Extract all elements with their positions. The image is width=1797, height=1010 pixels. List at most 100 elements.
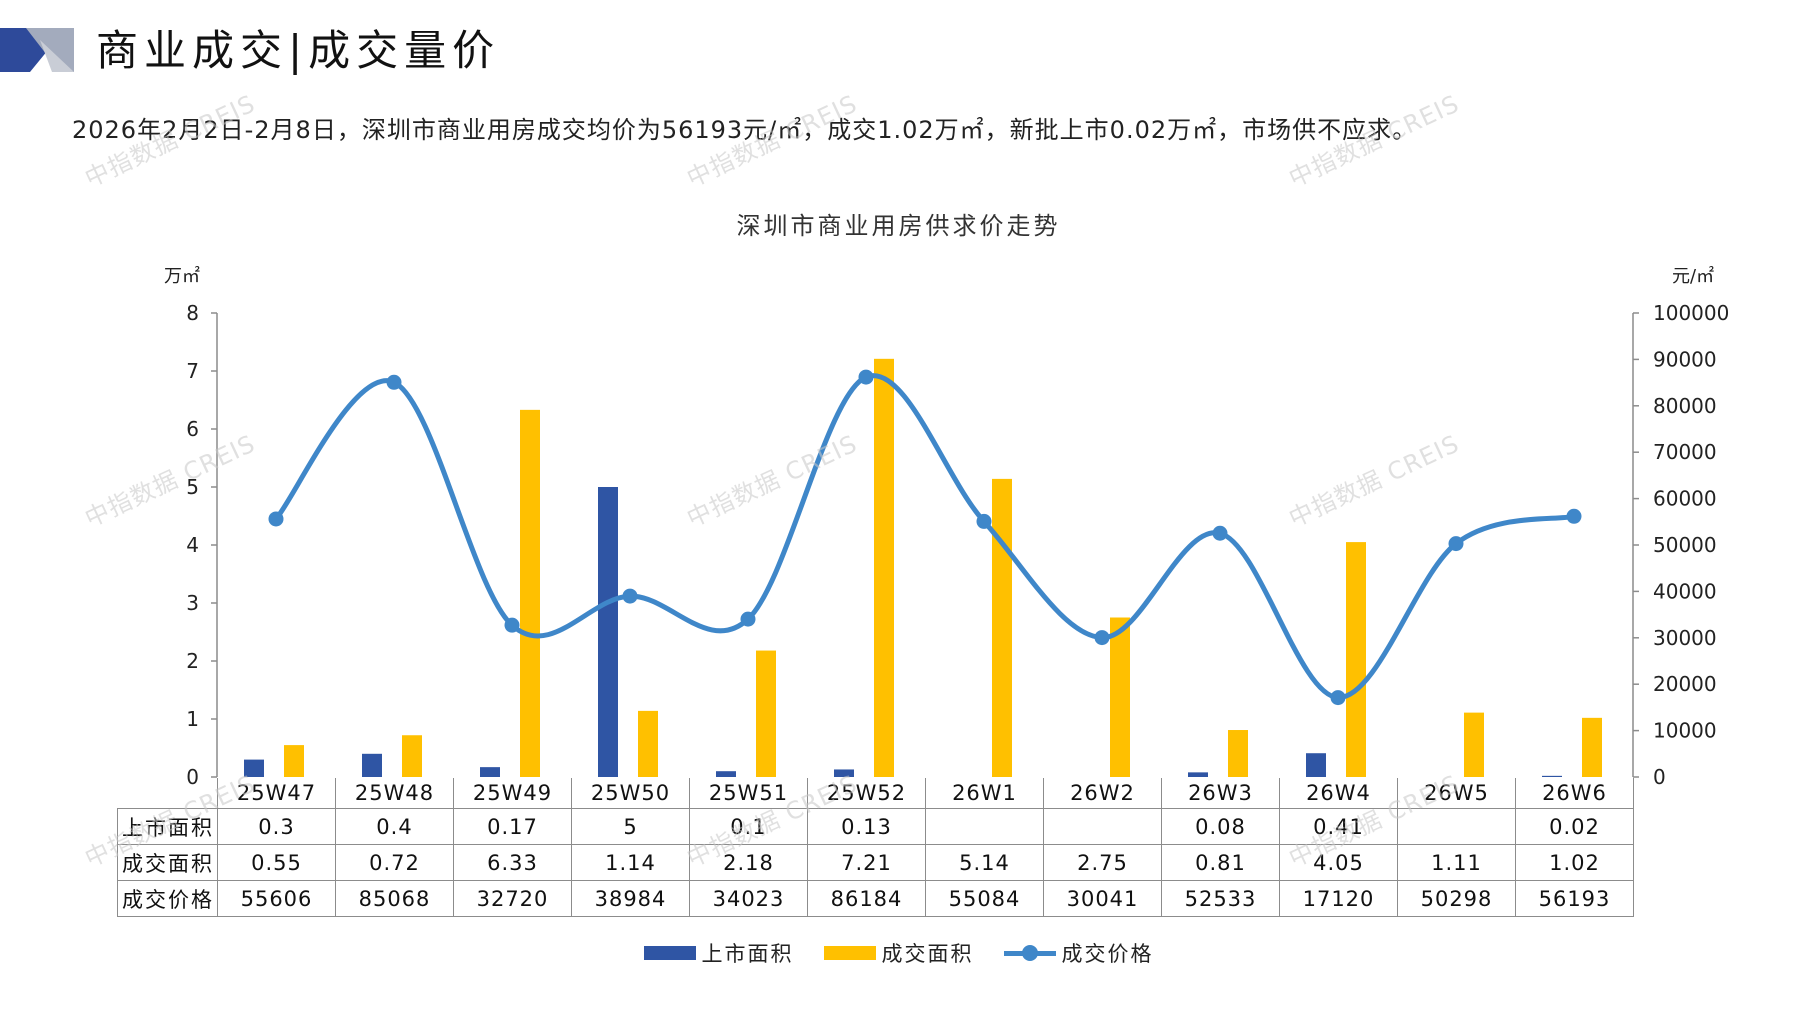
price-point — [740, 611, 756, 627]
table-cell — [1397, 808, 1516, 845]
legend-label: 成交面积 — [881, 942, 974, 966]
category-label: 25W48 — [335, 778, 454, 809]
price-point — [1448, 536, 1464, 552]
sold-area-bar — [1346, 542, 1366, 777]
right-tick-label: 50000 — [1653, 533, 1717, 557]
sold-area-bar — [756, 650, 776, 777]
table-row-label: 成交价格 — [117, 880, 218, 917]
right-tick-label: 20000 — [1653, 672, 1717, 696]
category-label: 26W6 — [1515, 778, 1634, 809]
table-cell: 0.81 — [1161, 844, 1280, 881]
price-point — [1094, 630, 1110, 646]
listed-area-bar — [834, 769, 854, 777]
listed-area-bar — [362, 753, 382, 777]
price-point — [1212, 525, 1228, 541]
right-tick-label: 40000 — [1653, 579, 1717, 603]
table-cell: 0.1 — [689, 808, 808, 845]
legend-swatch-bar — [643, 946, 696, 960]
category-label: 25W49 — [453, 778, 572, 809]
sold-area-bar — [1110, 617, 1130, 777]
legend-label: 上市面积 — [701, 942, 794, 966]
table-cell: 1.02 — [1515, 844, 1634, 881]
right-tick-label: 0 — [1653, 765, 1666, 789]
table-cell: 2.75 — [1043, 844, 1162, 881]
table-cell: 0.13 — [807, 808, 926, 845]
left-tick-label: 3 — [186, 591, 199, 615]
category-label: 25W50 — [571, 778, 690, 809]
sold-area-bar — [1228, 730, 1248, 777]
category-label: 26W2 — [1043, 778, 1162, 809]
sold-area-bar — [638, 710, 658, 777]
sold-area-bar — [874, 358, 894, 777]
category-label: 25W51 — [689, 778, 808, 809]
table-cell: 32720 — [453, 880, 572, 917]
table-cell: 2.18 — [689, 844, 808, 881]
sold-area-bar — [1464, 712, 1484, 777]
table-row: 成交面积 0.55 0.72 6.33 1.14 2.18 7.21 5.14 2.75 0.81… — [117, 844, 1634, 881]
table-cell: 55606 — [217, 880, 336, 917]
price-point — [858, 369, 874, 385]
sold-area-bar — [284, 745, 304, 777]
table-cell: 0.02 — [1515, 808, 1634, 845]
table-cell: 5.14 — [925, 844, 1044, 881]
sold-area-bar — [992, 478, 1012, 777]
category-label: 26W1 — [925, 778, 1044, 809]
right-tick-label: 10000 — [1653, 719, 1717, 743]
table-cell: 55084 — [925, 880, 1044, 917]
listed-area-bar — [598, 487, 618, 777]
left-tick-label: 5 — [186, 475, 199, 499]
table-cell: 0.55 — [217, 844, 336, 881]
category-label: 26W4 — [1279, 778, 1398, 809]
table-cell: 50298 — [1397, 880, 1516, 917]
listed-area-bar — [1188, 772, 1208, 777]
table-row: 上市面积 0.3 0.4 0.17 5 0.1 0.13 0.08 0.41 0.02 — [117, 808, 1634, 845]
legend-swatch-line — [1003, 943, 1056, 963]
sold-area-bar — [402, 735, 422, 777]
table-cell: 5 — [571, 808, 690, 845]
right-tick-label: 60000 — [1653, 487, 1717, 511]
table-cell: 0.08 — [1161, 808, 1280, 845]
sold-area-bar — [520, 409, 540, 777]
category-label: 25W47 — [217, 778, 336, 809]
legend-label: 成交价格 — [1061, 942, 1154, 966]
listed-area-bar — [716, 771, 736, 777]
left-tick-label: 8 — [186, 301, 199, 325]
price-line — [274, 373, 1575, 701]
listed-area-bar — [1542, 775, 1562, 777]
right-tick-label: 80000 — [1653, 394, 1717, 418]
table-cell: 0.17 — [453, 808, 572, 845]
table-row-label: 上市面积 — [117, 808, 218, 845]
right-tick-label: 70000 — [1653, 440, 1717, 464]
category-label: 26W5 — [1397, 778, 1516, 809]
legend-item: 上市面积 — [643, 938, 794, 968]
table-cell: 4.05 — [1279, 844, 1398, 881]
table-cell: 34023 — [689, 880, 808, 917]
price-point — [268, 511, 284, 527]
listed-area-bar — [480, 767, 500, 777]
table-cell: 85068 — [335, 880, 454, 917]
table-header-row: 25W47 25W48 25W49 25W50 25W51 25W52 26W1 26W2 26… — [118, 778, 1634, 809]
legend-swatch-bar — [823, 946, 876, 960]
table-cell: 0.3 — [217, 808, 336, 845]
table-cell: 0.4 — [335, 808, 454, 845]
price-point — [976, 513, 992, 529]
left-tick-label: 6 — [186, 417, 199, 441]
table-cell: 6.33 — [453, 844, 572, 881]
table-cell: 38984 — [571, 880, 690, 917]
table-cell: 1.11 — [1397, 844, 1516, 881]
sold-area-bar — [1582, 717, 1602, 777]
left-tick-label: 4 — [186, 533, 199, 557]
right-tick-label: 90000 — [1653, 347, 1717, 371]
price-point — [504, 617, 520, 633]
table-cell: 17120 — [1279, 880, 1398, 917]
table-cell — [1043, 808, 1162, 845]
legend-item: 成交价格 — [1003, 938, 1154, 968]
price-point — [1330, 690, 1346, 706]
summary-text: 2026年2月2日-2月8日，深圳市商业用房成交均价为56193元/㎡，成交1.… — [72, 116, 1418, 144]
table-cell: 7.21 — [807, 844, 926, 881]
category-label: 25W52 — [807, 778, 926, 809]
listed-area-bar — [244, 759, 264, 777]
price-point — [622, 588, 638, 604]
price-point — [386, 374, 402, 390]
